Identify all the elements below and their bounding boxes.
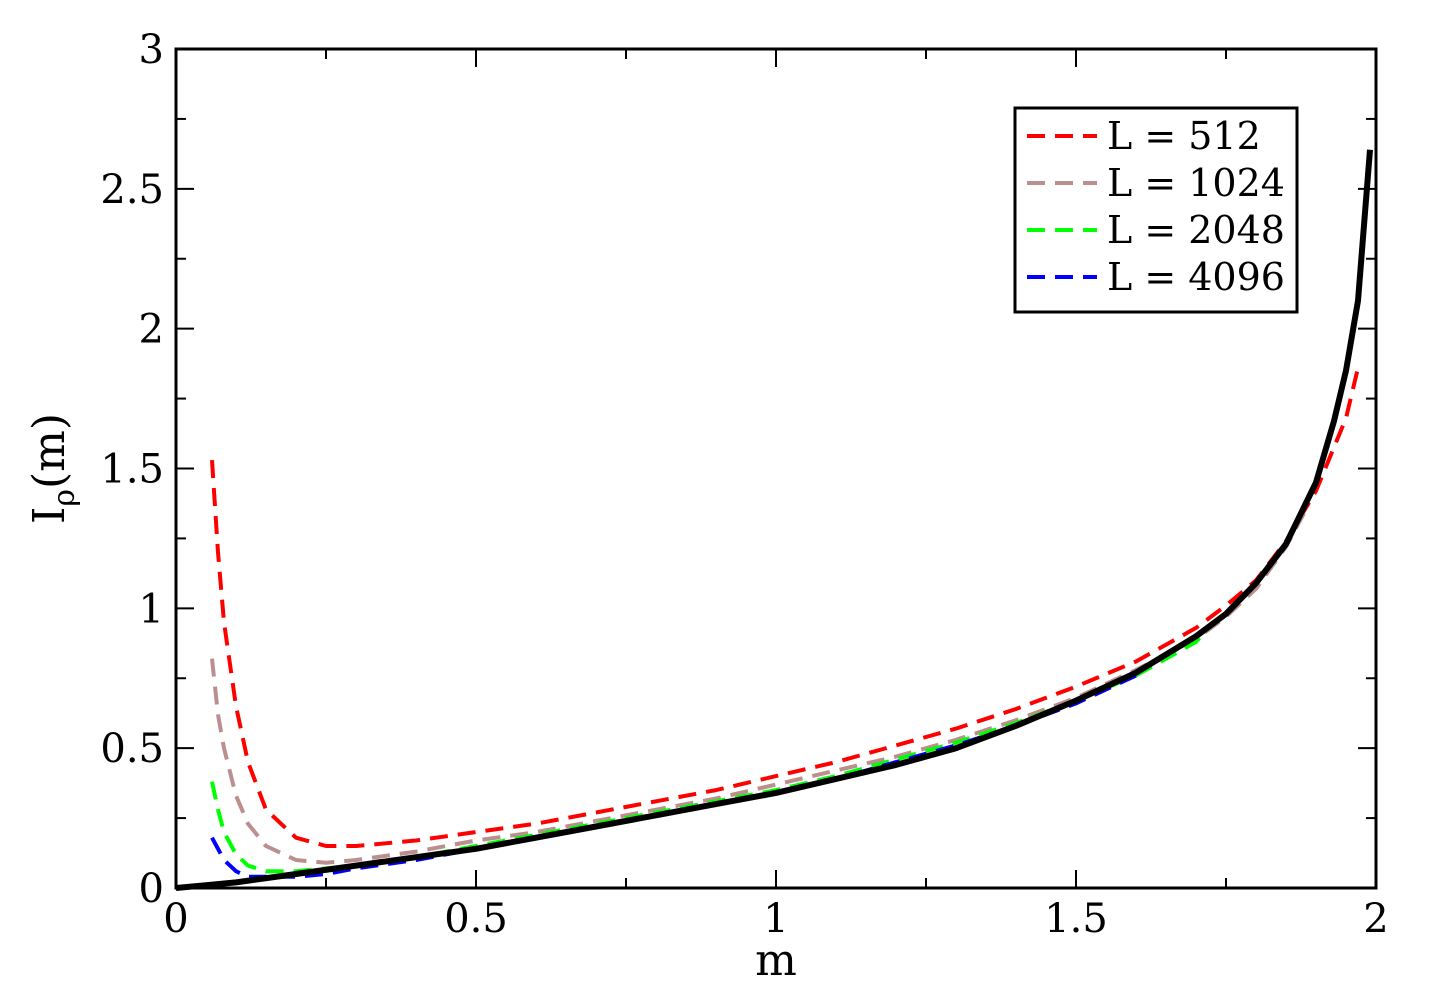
y-tick-label: 0 xyxy=(139,866,164,912)
x-tick-label: 1 xyxy=(763,896,788,942)
plot-series xyxy=(175,149,1373,891)
y-axis-label-suffix: (m) xyxy=(24,413,75,489)
series-line-solid xyxy=(175,149,1373,891)
y-tick-label: 3 xyxy=(139,27,164,73)
tick-labels: 0 0.5 1 1.5 2 0 0.5 1 1.5 2 2.5 3 xyxy=(100,27,1388,942)
y-axis-label-main: I xyxy=(24,507,75,524)
x-tick-label: 2 xyxy=(1363,896,1388,942)
series-line-3 xyxy=(210,620,1216,874)
legend-entry-label: L = 2048 xyxy=(1107,208,1285,252)
x-tick-label: 0.5 xyxy=(444,896,508,942)
y-axis-label-sub: ρ xyxy=(47,489,82,507)
x-tick-label: 1.5 xyxy=(1044,896,1108,942)
plot-frame xyxy=(174,47,1378,890)
x-tick-label: 0 xyxy=(163,896,188,942)
y-tick-label: 1 xyxy=(139,586,164,632)
series-line-2 xyxy=(210,512,1306,865)
legend-entry-label: L = 512 xyxy=(1107,114,1261,158)
x-axis-label: m xyxy=(755,935,797,986)
legend-entry-label: L = 1024 xyxy=(1107,161,1285,205)
series-line-1 xyxy=(210,367,1360,848)
y-tick-label: 2 xyxy=(139,307,164,353)
y-tick-label: 0.5 xyxy=(100,726,164,772)
axis-ticks xyxy=(175,48,1377,889)
y-axis-label: Iρ(m) xyxy=(24,413,82,524)
y-tick-label: 2.5 xyxy=(100,167,164,213)
y-tick-label: 1.5 xyxy=(100,447,164,493)
legend-entry-label: L = 4096 xyxy=(1107,255,1285,299)
